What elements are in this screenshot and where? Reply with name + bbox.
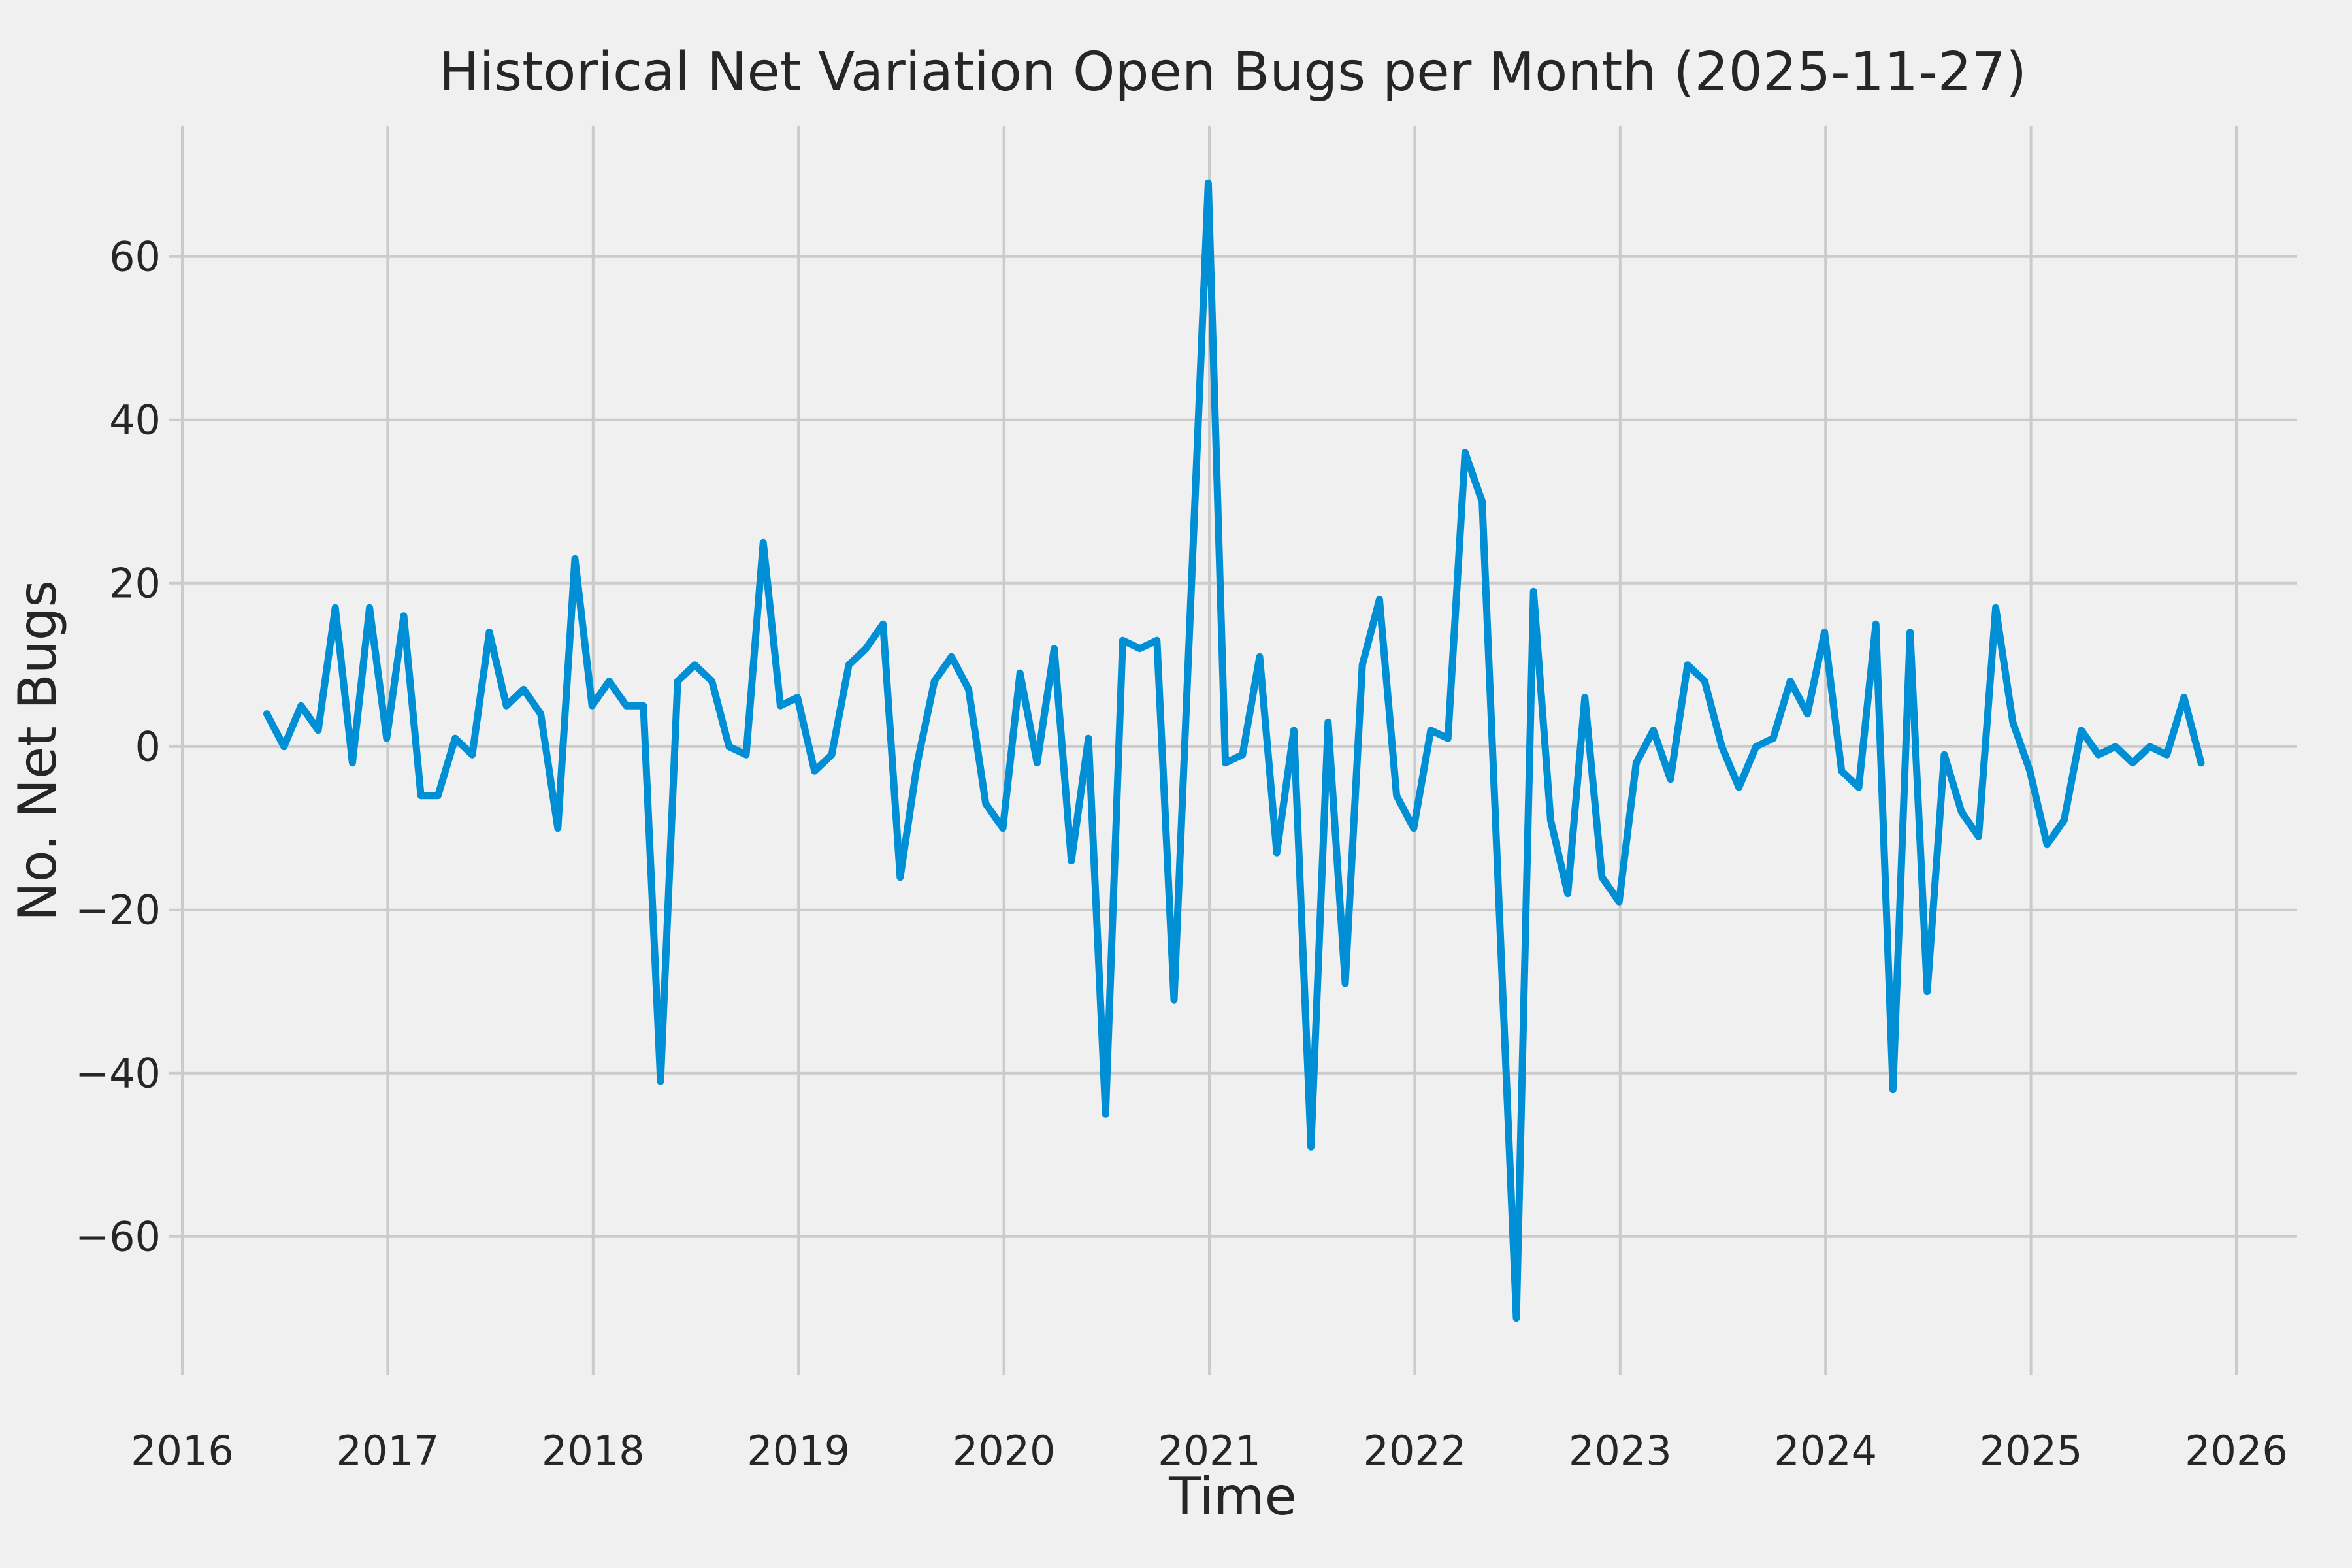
x-tick-label: 2023	[1569, 1427, 1672, 1475]
x-tick-label: 2025	[1980, 1427, 2083, 1475]
x-tick-label: 2017	[336, 1427, 440, 1475]
x-tick-label: 2024	[1774, 1427, 1877, 1475]
tick-labels: 60 40 20 0 −20 −40 −60 2016 2017 2018 2019 2020 2021…	[75, 233, 2288, 1475]
y-tick-label: 20	[109, 560, 161, 608]
net-bugs-line	[263, 179, 2205, 1322]
chart-title: Historical Net Variation Open Bugs per M…	[439, 41, 2027, 103]
y-axis-label: No. Net Bugs	[7, 580, 68, 921]
y-tick-label: −60	[75, 1213, 161, 1261]
x-axis-label: Time	[1168, 1466, 1297, 1527]
gridlines	[169, 126, 2297, 1375]
y-tick-label: 0	[135, 723, 161, 771]
y-tick-label: −40	[75, 1050, 161, 1098]
x-tick-label: 2021	[1158, 1427, 1261, 1475]
data-series	[263, 179, 2205, 1322]
x-tick-label: 2022	[1364, 1427, 1467, 1475]
y-tick-label: −20	[75, 887, 161, 934]
x-tick-label: 2016	[131, 1427, 234, 1475]
x-tick-label: 2020	[953, 1427, 1056, 1475]
x-tick-label: 2018	[542, 1427, 645, 1475]
x-tick-label: 2026	[2185, 1427, 2288, 1475]
x-tick-label: 2019	[747, 1427, 850, 1475]
y-tick-label: 60	[109, 233, 161, 281]
y-tick-label: 40	[109, 397, 161, 444]
